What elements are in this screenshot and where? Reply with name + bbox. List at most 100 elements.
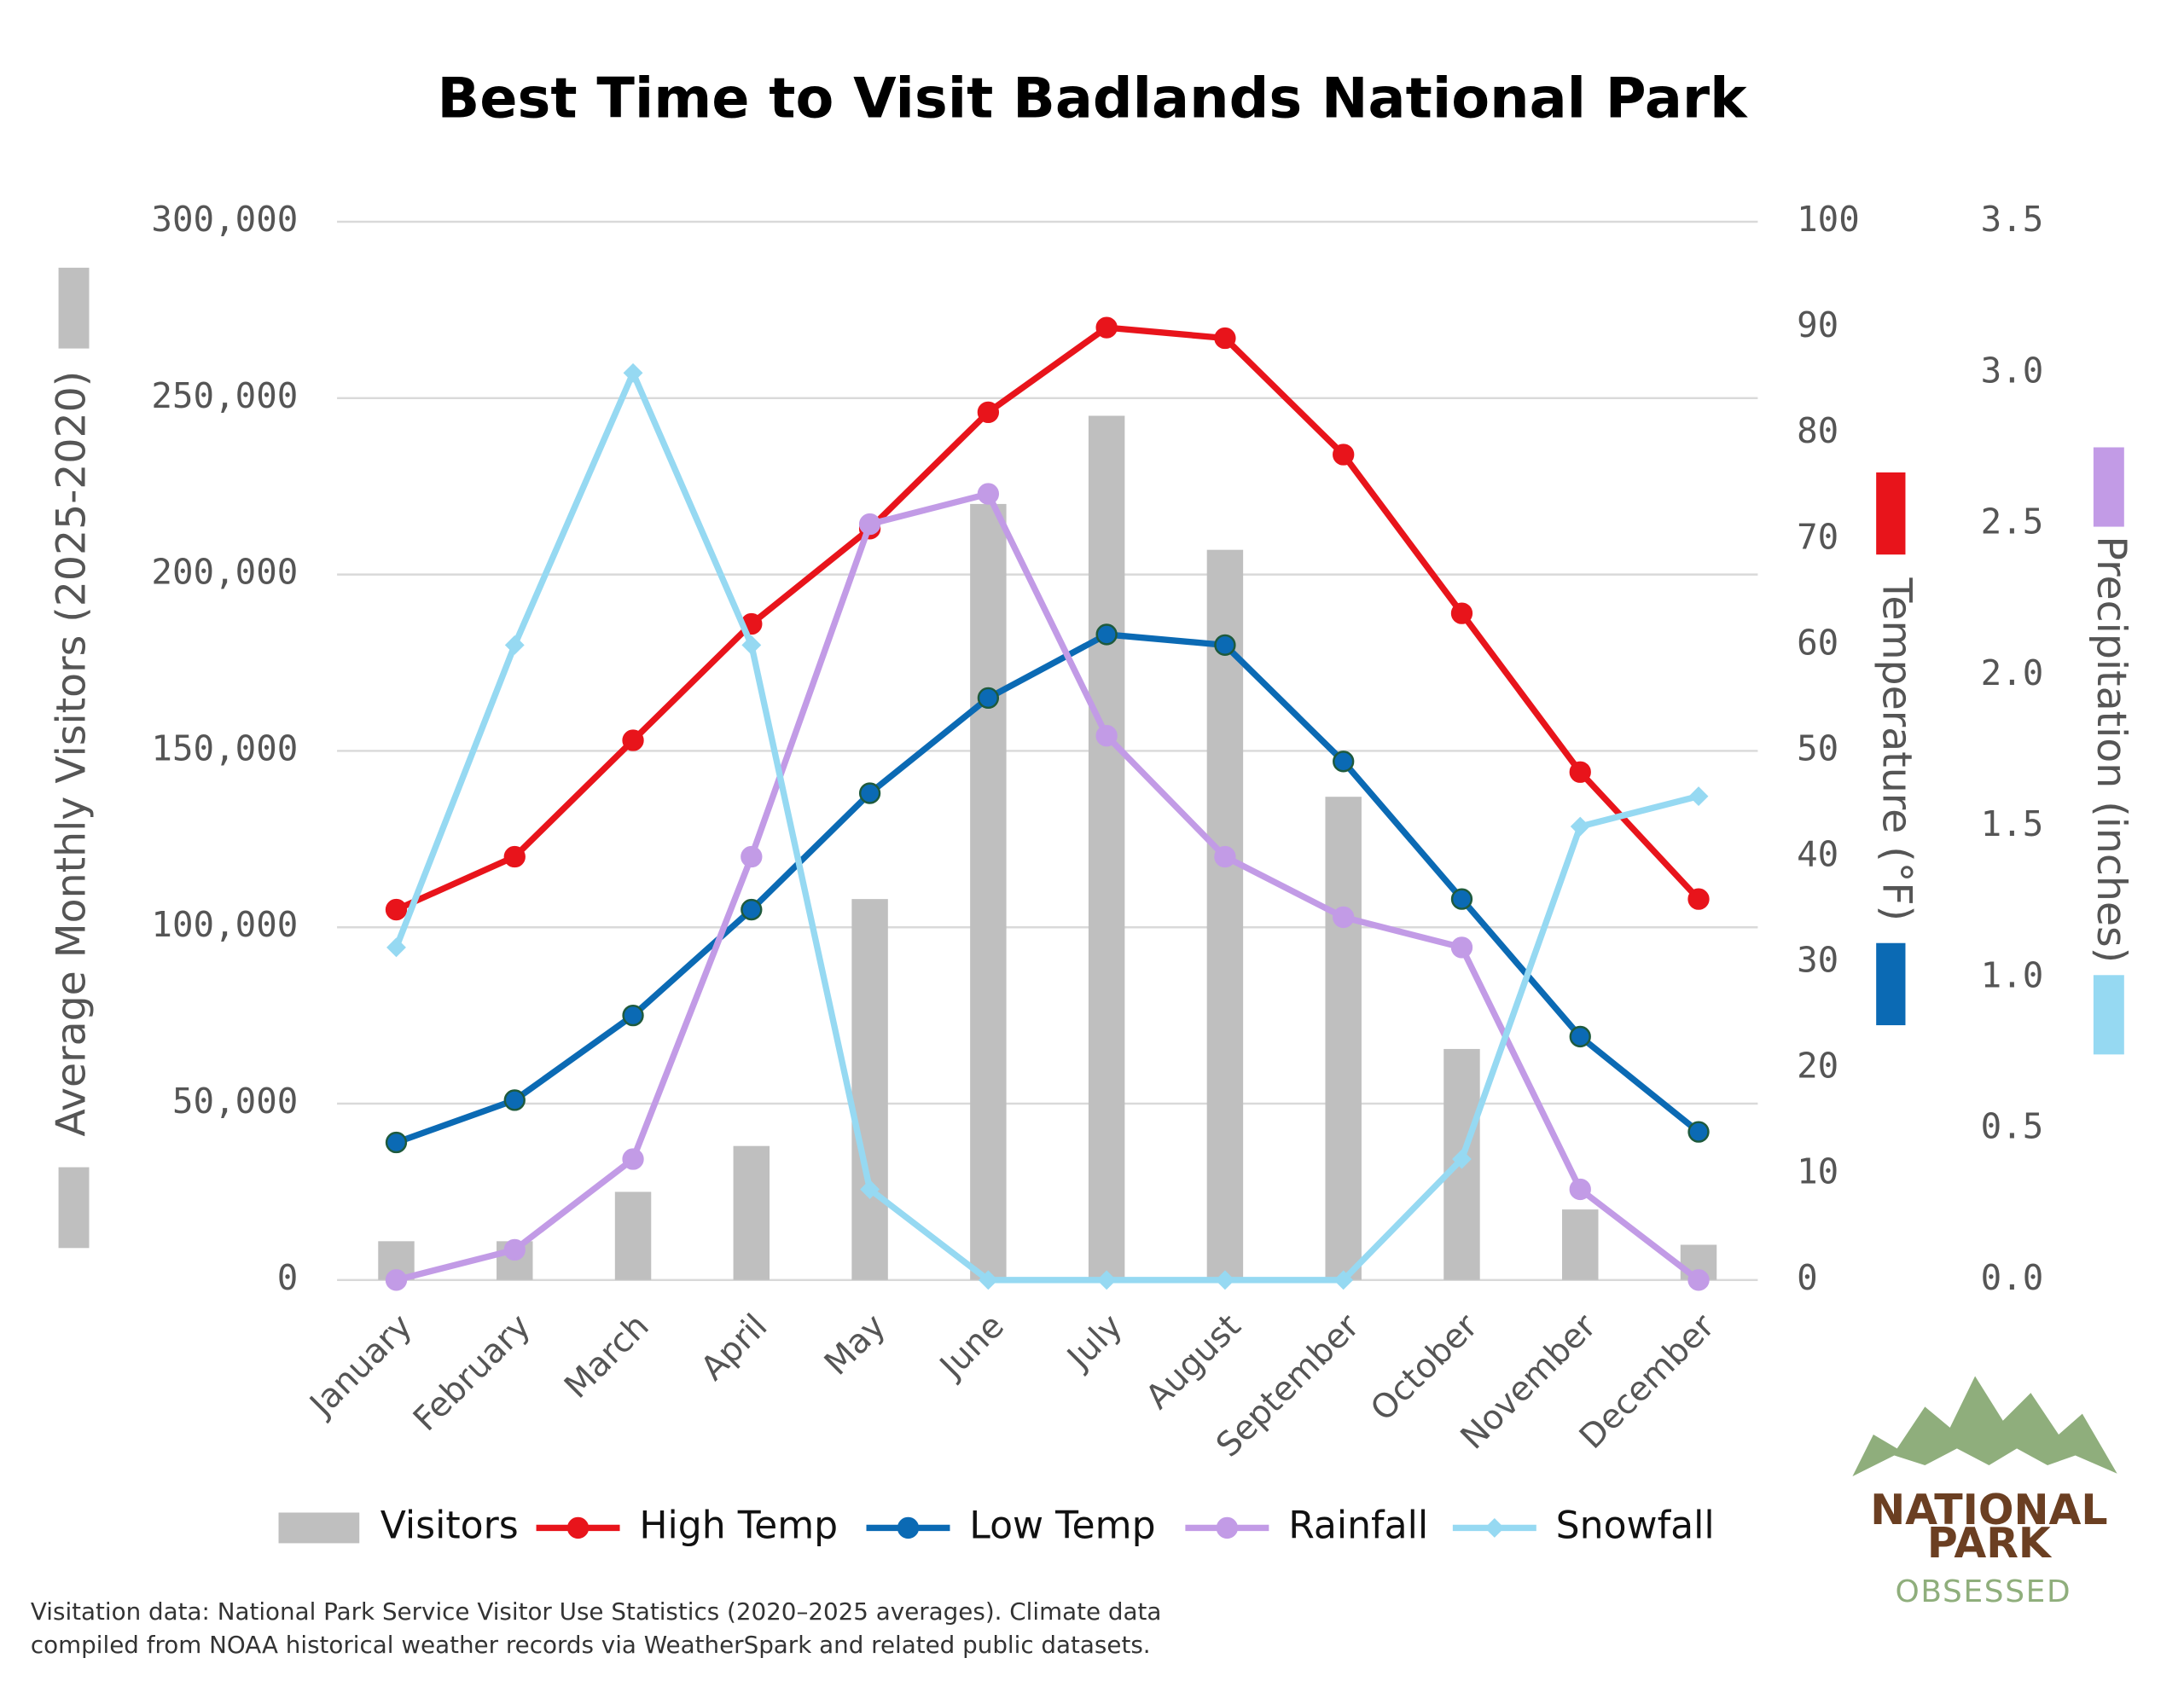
- marker: [623, 362, 643, 383]
- marker: [1569, 1178, 1591, 1201]
- marker: [858, 513, 881, 536]
- x-tick-label: April: [694, 1307, 775, 1388]
- x-tick-label: May: [817, 1307, 893, 1383]
- legend-label: Visitors: [380, 1504, 519, 1547]
- y-tick-label: 250,000: [151, 375, 298, 416]
- marker: [386, 937, 406, 958]
- marker: [1450, 936, 1473, 959]
- marker: [385, 1131, 408, 1154]
- line: [394, 324, 1701, 913]
- marker: [385, 898, 408, 921]
- x-tick-label: February: [406, 1307, 538, 1439]
- axis-key: [2093, 447, 2124, 527]
- y2-tick-label: 0: [1797, 1257, 1818, 1298]
- y3-tick-label: 3.5: [1981, 199, 2044, 240]
- marker: [977, 687, 1000, 710]
- y2-tick-label: 40: [1797, 834, 1838, 875]
- y3-axis-label: Precipitation (inches): [2088, 536, 2135, 963]
- y3-tick-label: 3.0: [1981, 350, 2044, 391]
- bar: [1325, 797, 1362, 1280]
- legend-label: Low Temp: [969, 1504, 1155, 1547]
- line: [393, 369, 1699, 1284]
- logo-text: OBSESSED: [1896, 1574, 2072, 1609]
- marker: [1687, 1121, 1710, 1143]
- logo-text: NATIONAL: [1870, 1486, 2107, 1534]
- line: [395, 490, 1701, 1284]
- bar: [851, 899, 888, 1280]
- marker: [1687, 1269, 1710, 1291]
- marker: [1333, 443, 1355, 466]
- marker: [1215, 1270, 1235, 1290]
- axis-key: [1876, 942, 1906, 1026]
- plot-area: 0 50,000 100,000 150,000 200,000 250,000 300,0…: [151, 199, 2043, 1464]
- y2-tick-label: 70: [1797, 516, 1838, 557]
- marker: [897, 1516, 920, 1539]
- x-tick-label: January: [301, 1307, 420, 1425]
- y-tick-label: 50,000: [172, 1081, 298, 1122]
- bar: [614, 1191, 652, 1280]
- marker: [1214, 327, 1236, 350]
- x-tick-label: August: [1139, 1307, 1249, 1417]
- marker: [503, 1238, 526, 1261]
- legend-label: High Temp: [639, 1504, 838, 1547]
- legend-swatch: [278, 1512, 360, 1544]
- y3-tick-label: 1.5: [1981, 803, 2044, 844]
- y2-tick-label: 20: [1797, 1046, 1838, 1087]
- axis-key: [58, 1167, 90, 1249]
- marker: [1095, 316, 1118, 339]
- y-tick-label: 0: [277, 1257, 299, 1298]
- marker: [741, 845, 763, 868]
- marker: [1095, 725, 1118, 747]
- x-tick-label: March: [557, 1307, 656, 1406]
- marker: [977, 401, 1000, 424]
- legend-label: Rainfall: [1288, 1504, 1428, 1547]
- y2-tick-label: 50: [1797, 728, 1838, 768]
- legend: Visitors High Temp Low Temp Rainfall Snowfal…: [278, 1504, 1715, 1547]
- marker: [1687, 888, 1710, 910]
- y2-tick-label: 30: [1797, 940, 1838, 981]
- marker: [1688, 786, 1709, 807]
- marker: [503, 1089, 526, 1111]
- legend-label: Snowfall: [1556, 1504, 1715, 1547]
- marker: [566, 1516, 590, 1539]
- marker: [1214, 845, 1236, 868]
- line: [395, 631, 1701, 1145]
- marker: [622, 1148, 644, 1170]
- y-axis-label: Average Monthly Visitors (2025-2020): [49, 371, 96, 1137]
- y2-tick-label: 100: [1797, 199, 1860, 240]
- marker: [1450, 602, 1473, 624]
- marker: [977, 483, 1000, 505]
- logo: NATIONAL PARK OBSESSED: [1852, 1376, 2117, 1609]
- y-tick-label: 100,000: [151, 904, 298, 945]
- marker: [1095, 623, 1118, 646]
- logo-text: PARK: [1927, 1519, 2053, 1568]
- marker: [622, 1004, 644, 1027]
- marker: [741, 898, 763, 921]
- marker: [741, 635, 762, 655]
- marker: [1216, 1516, 1239, 1539]
- marker: [1333, 751, 1355, 773]
- y-tick-label: 200,000: [151, 552, 298, 593]
- marker: [1569, 761, 1591, 783]
- x-tick-label: July: [1059, 1307, 1130, 1378]
- marker: [504, 635, 525, 655]
- footnote: compiled from NOAA historical weather re…: [31, 1631, 1151, 1659]
- marker: [860, 1180, 880, 1199]
- y-tick-label: 300,000: [151, 199, 298, 240]
- y-tick-label: 150,000: [151, 728, 298, 768]
- y2-tick-label: 60: [1797, 622, 1838, 663]
- x-tick-label: October: [1363, 1307, 1485, 1429]
- logo-mountains: [1852, 1376, 2117, 1477]
- marker: [1333, 906, 1355, 929]
- y3-tick-label: 1.0: [1981, 954, 2044, 995]
- marker: [1484, 1518, 1505, 1538]
- footnote: Visitation data: National Park Service V…: [31, 1597, 1162, 1626]
- y3-tick-label: 2.5: [1981, 501, 2044, 542]
- axis-key: [2093, 975, 2124, 1055]
- marker: [1450, 888, 1473, 910]
- marker: [503, 845, 526, 868]
- y3-tick-label: 2.0: [1981, 652, 2044, 693]
- marker: [1214, 634, 1236, 657]
- bar: [1562, 1209, 1599, 1280]
